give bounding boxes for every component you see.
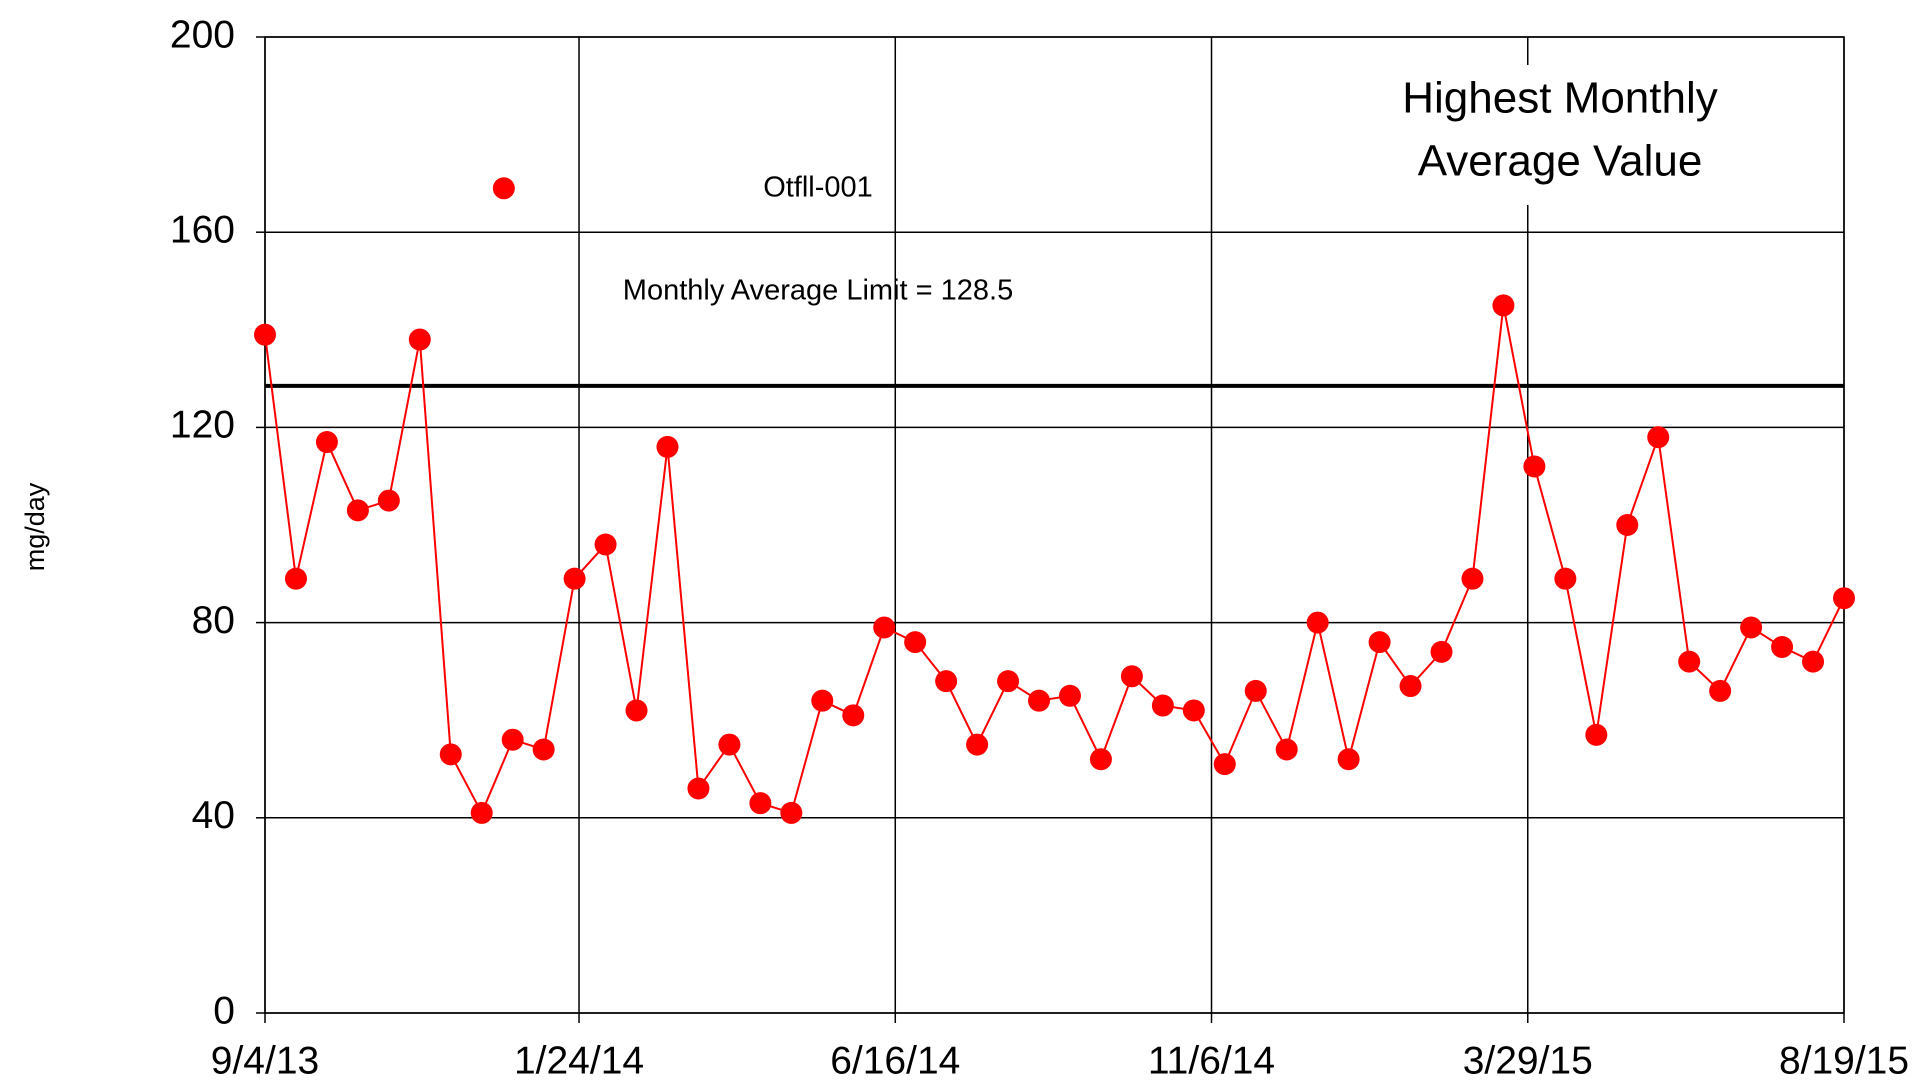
y-tick-label: 0	[213, 989, 235, 1032]
y-tick-label: 120	[170, 404, 235, 447]
series-line	[264, 305, 1845, 816]
data-point	[811, 689, 834, 712]
data-point	[501, 728, 524, 751]
data-point	[780, 801, 803, 824]
data-point	[1337, 748, 1360, 771]
plot-frame	[264, 36, 1845, 1014]
data-point	[842, 704, 865, 727]
x-tick-label: 9/4/13	[211, 1039, 319, 1082]
data-point	[1802, 650, 1825, 673]
data-point	[1213, 753, 1236, 776]
data-point	[1120, 665, 1143, 688]
x-tick-label: 8/19/15	[1779, 1039, 1909, 1082]
data-point	[1585, 723, 1608, 746]
data-point	[1151, 694, 1174, 717]
data-point	[749, 792, 772, 815]
data-point	[1616, 514, 1639, 536]
data-point	[315, 431, 338, 454]
annotation-text: Average Value	[1418, 137, 1703, 186]
x-tick-label: 1/24/14	[514, 1039, 644, 1082]
data-point	[1244, 679, 1267, 702]
data-point	[594, 533, 617, 556]
data-point	[1647, 426, 1670, 449]
data-point	[254, 323, 276, 346]
limit-label: Monthly Average Limit = 128.5	[623, 275, 1013, 307]
data-point	[439, 743, 462, 766]
data-point	[1740, 616, 1763, 639]
data-point	[346, 499, 369, 522]
data-point	[904, 631, 927, 654]
data-point	[1709, 679, 1732, 702]
data-point	[1678, 650, 1701, 673]
data-point	[1833, 587, 1855, 610]
data-point	[563, 567, 586, 590]
data-point	[492, 177, 515, 200]
data-point	[1461, 567, 1484, 590]
data-point	[1771, 636, 1794, 658]
y-tick-label: 80	[192, 599, 235, 642]
data-point	[1554, 567, 1577, 590]
x-tick-label: 3/29/15	[1463, 1039, 1593, 1082]
data-point	[1089, 748, 1112, 771]
data-point	[1306, 611, 1329, 634]
data-point	[656, 435, 679, 458]
annotation-background	[1370, 65, 1750, 205]
data-point	[284, 567, 307, 590]
y-tick-label: 200	[170, 13, 235, 56]
data-point	[718, 733, 741, 756]
data-point	[377, 489, 400, 512]
data-point	[1492, 294, 1515, 317]
annotation-text: Highest Monthly	[1402, 74, 1717, 123]
data-point	[408, 328, 431, 351]
data-point	[997, 670, 1020, 693]
y-tick-label: 40	[192, 794, 235, 837]
data-point	[935, 670, 958, 693]
y-tick-label: 160	[170, 208, 235, 251]
data-point	[1058, 684, 1081, 707]
data-point	[532, 738, 555, 761]
data-point	[1028, 689, 1051, 712]
data-point	[687, 777, 710, 800]
x-tick-label: 11/6/14	[1148, 1039, 1275, 1082]
legend-entry: Otfll-001	[763, 172, 873, 204]
data-point	[1430, 640, 1453, 663]
data-point	[1368, 631, 1391, 654]
data-point	[1523, 455, 1546, 478]
data-point	[1275, 738, 1298, 761]
y-axis-label: mg/day	[20, 482, 50, 571]
x-tick-label: 6/16/14	[830, 1039, 960, 1082]
data-point	[966, 733, 989, 756]
data-point	[1182, 699, 1205, 722]
data-point	[873, 616, 896, 639]
data-point	[1399, 675, 1422, 698]
data-point	[625, 699, 648, 722]
data-point	[470, 801, 493, 824]
